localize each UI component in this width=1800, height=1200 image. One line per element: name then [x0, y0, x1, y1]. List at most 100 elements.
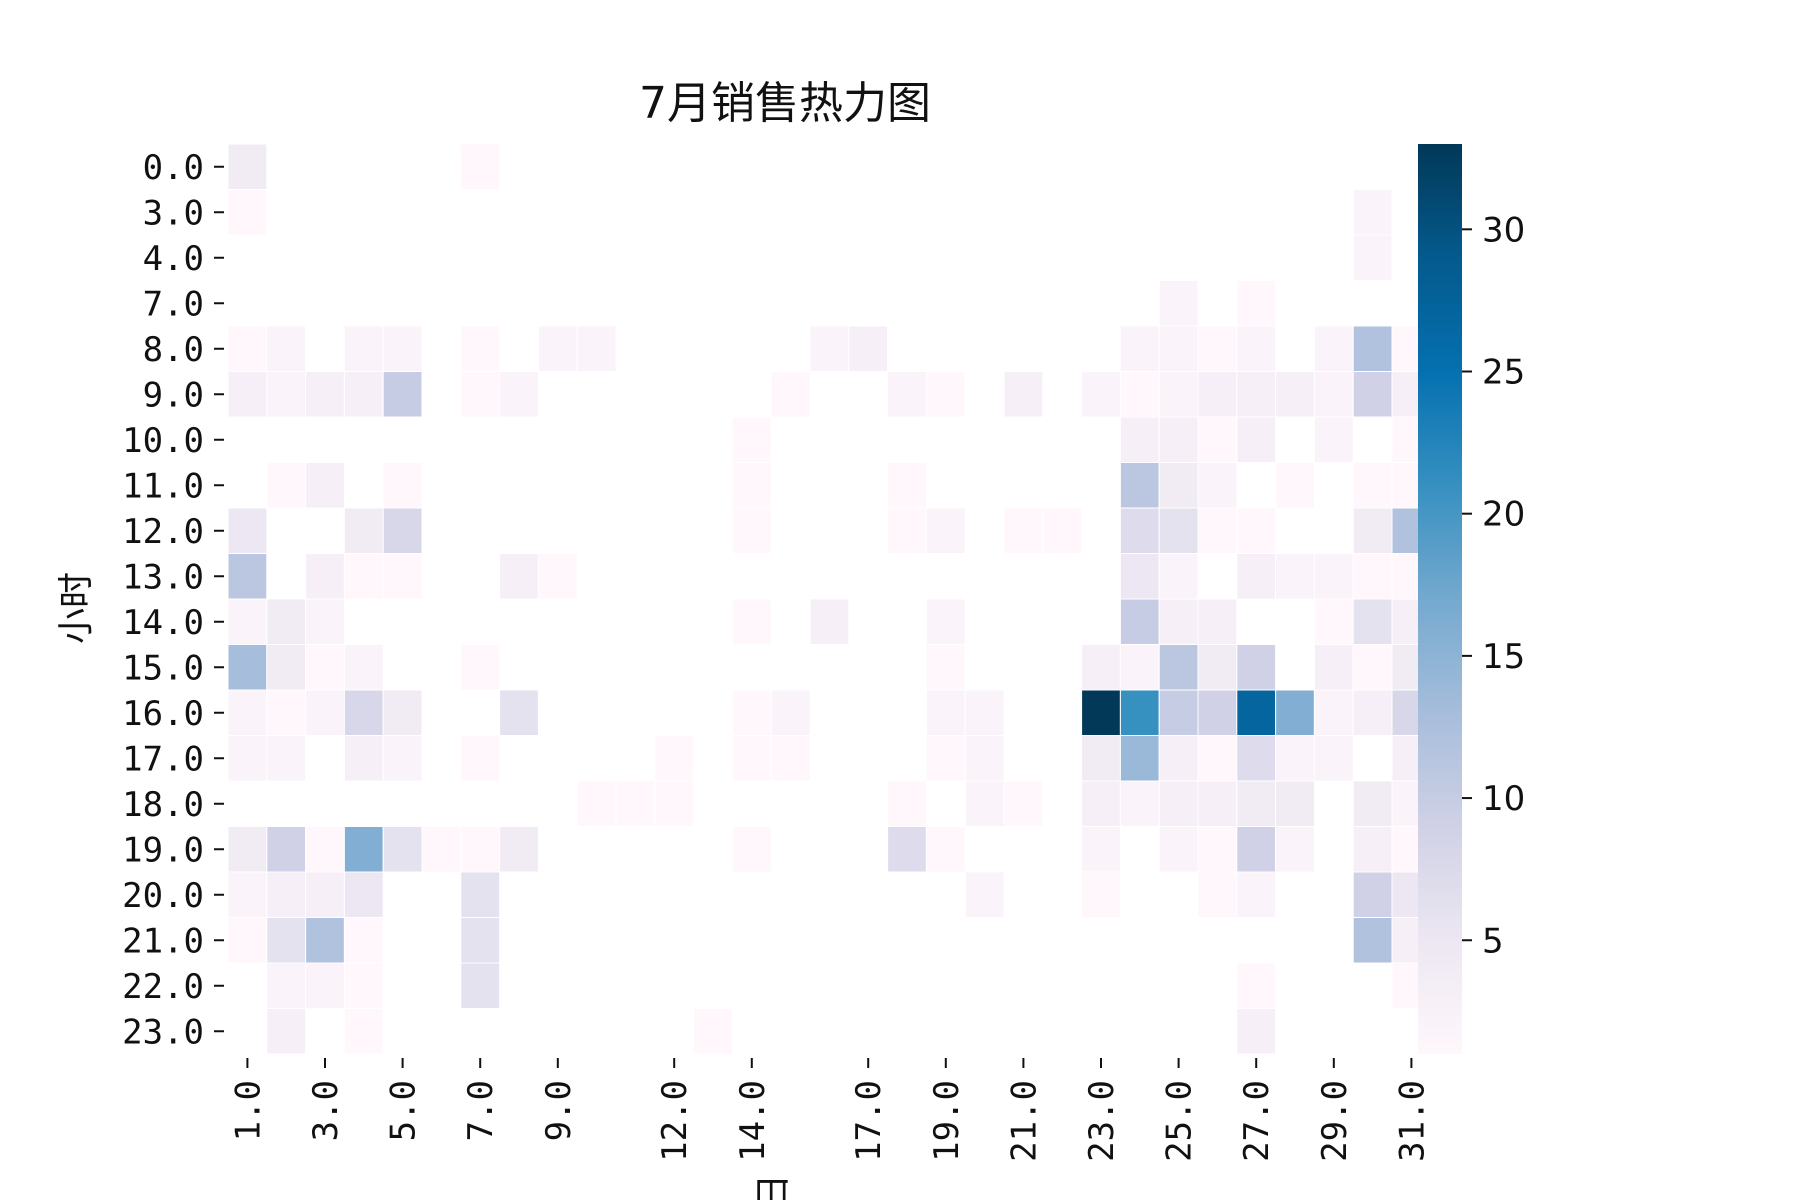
x-tick-label: 19.0 — [927, 1080, 967, 1162]
heatmap-cell — [343, 507, 384, 554]
colorbar — [1418, 144, 1462, 1054]
heatmap-cell — [460, 735, 501, 782]
y-axis-label: 小时 — [56, 572, 97, 644]
heatmap-cell — [887, 462, 927, 509]
heatmap-cell — [1081, 826, 1121, 873]
heatmap-cell — [731, 689, 772, 736]
heatmap-cell — [770, 689, 811, 736]
y-tick-label: 15.0 — [122, 648, 204, 688]
heatmap-cell — [1236, 1008, 1277, 1055]
heatmap-cell — [1042, 507, 1083, 554]
heatmap-cell — [1313, 735, 1354, 782]
heatmap-cell — [382, 462, 423, 509]
heatmap-cell — [266, 1008, 307, 1055]
heatmap-cell — [1236, 280, 1277, 327]
heatmap-cell — [1119, 553, 1160, 600]
heatmap-cell — [731, 462, 772, 509]
heatmap-cell — [343, 735, 384, 782]
x-tick-label: 21.0 — [1004, 1080, 1044, 1162]
heatmap-cell — [227, 371, 268, 418]
heatmap-cell — [1197, 780, 1238, 827]
heatmap-cell — [1352, 598, 1393, 645]
heatmap-cell — [266, 462, 307, 509]
heatmap-cell — [266, 826, 307, 873]
heatmap-cell — [1275, 689, 1315, 736]
y-axis-ticks: 0.0 3.0 4.0 7.0 8.0 9.0 10.0 11.0 12.0 13.0 14.0 15… — [122, 148, 224, 1052]
y-tick-label: 0.0 — [143, 148, 204, 188]
heatmap-cell — [382, 689, 423, 736]
heatmap-cell — [1197, 871, 1238, 918]
heatmap-cell — [1158, 553, 1199, 600]
heatmap-cell — [1275, 780, 1315, 827]
y-tick-label: 3.0 — [143, 193, 204, 233]
heatmap-cell — [1236, 962, 1277, 1009]
heatmap-cell — [1352, 325, 1393, 372]
heatmap-cell — [382, 553, 423, 600]
heatmap-cell — [499, 553, 539, 600]
heatmap-cell — [266, 735, 307, 782]
x-tick-label: 5.0 — [384, 1080, 424, 1141]
heatmap-cell — [305, 462, 345, 509]
y-tick-label: 16.0 — [122, 694, 204, 734]
heatmap-cell — [1236, 371, 1277, 418]
x-tick-label: 1.0 — [228, 1080, 268, 1141]
heatmap-cell — [382, 826, 423, 873]
heatmap-cell — [1197, 507, 1238, 554]
heatmap-cell — [343, 325, 384, 372]
heatmap-cell — [266, 598, 307, 645]
heatmap-cell — [227, 143, 268, 190]
heatmap-cell — [1158, 371, 1199, 418]
heatmap-cell — [964, 735, 1005, 782]
heatmap-cell — [1352, 462, 1393, 509]
heatmap-cell — [1158, 598, 1199, 645]
heatmap-cell — [305, 553, 345, 600]
heatmap-cell — [964, 780, 1005, 827]
heatmap-cell — [1119, 598, 1160, 645]
heatmap-cell — [227, 553, 268, 600]
x-tick-label: 12.0 — [655, 1080, 695, 1162]
heatmap-cell — [1275, 371, 1315, 418]
y-tick-label: 22.0 — [122, 967, 204, 1007]
x-axis-ticks: 1.0 3.0 5.0 7.0 9.0 12.0 14.0 17.0 19.0 21.0 23.0 2… — [228, 1058, 1432, 1162]
heatmap-cell — [1352, 234, 1393, 281]
heatmap-cell — [1158, 462, 1199, 509]
heatmap-cell — [1158, 780, 1199, 827]
y-tick-label: 14.0 — [122, 603, 204, 643]
heatmap-cell — [1352, 371, 1393, 418]
y-tick-label: 11.0 — [122, 466, 204, 506]
heatmap-cell — [1119, 462, 1160, 509]
heatmap-cell — [1081, 735, 1121, 782]
heatmap-cell — [1313, 325, 1354, 372]
heatmap-cell — [1275, 735, 1315, 782]
heatmap-cell — [1158, 826, 1199, 873]
heatmap-cell — [654, 780, 695, 827]
heatmap-cell — [1003, 780, 1044, 827]
heatmap-cell — [1158, 416, 1199, 463]
y-tick-label: 13.0 — [122, 557, 204, 597]
heatmap-cell — [1119, 644, 1160, 691]
y-tick-label: 9.0 — [143, 375, 204, 415]
heatmap-cell — [809, 598, 850, 645]
heatmap-cell — [887, 371, 927, 418]
heatmap-cell — [305, 598, 345, 645]
heatmap-cell — [460, 962, 501, 1009]
heatmap-cell — [576, 325, 617, 372]
heatmap-cell — [731, 735, 772, 782]
heatmap-cell — [925, 689, 966, 736]
heatmap-cell — [1236, 644, 1277, 691]
heatmap-cell — [964, 689, 1005, 736]
y-tick-label: 20.0 — [122, 876, 204, 916]
x-tick-label: 7.0 — [461, 1080, 501, 1141]
y-tick-label: 10.0 — [122, 421, 204, 461]
heatmap-cell — [382, 325, 423, 372]
heatmap-cell — [460, 826, 501, 873]
heatmap-cell — [1275, 826, 1315, 873]
heatmap-cell — [1352, 689, 1393, 736]
heatmap-cell — [1313, 371, 1354, 418]
heatmap-cell — [382, 371, 423, 418]
heatmap-cell — [343, 962, 384, 1009]
heatmap-cell — [693, 1008, 733, 1055]
heatmap-cell — [1197, 598, 1238, 645]
heatmap-cell — [266, 644, 307, 691]
heatmap-cell — [1236, 826, 1277, 873]
